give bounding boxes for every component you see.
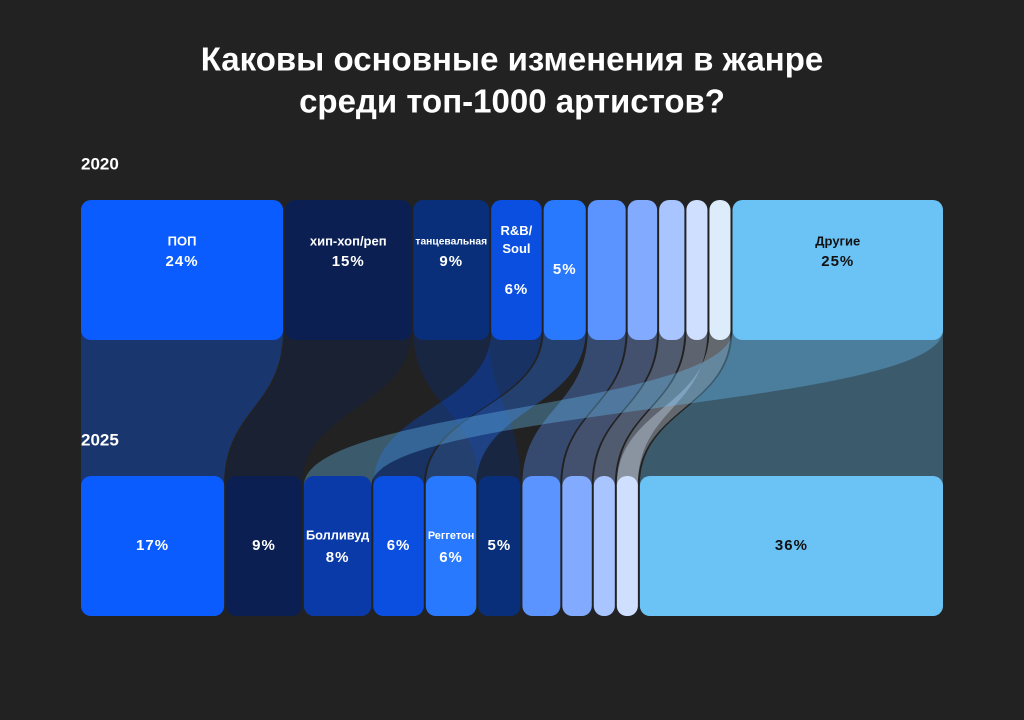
genre-block [285,200,412,340]
genre-block [627,200,658,340]
genre-block [491,200,542,340]
genre-block [659,200,685,340]
genre-block [562,476,592,616]
genre-block [639,476,943,616]
flow [639,330,943,486]
chart-title: Каковы основные изменения в жанре [201,41,823,78]
genre-name: ПОП [168,233,197,248]
genre-block [593,476,615,616]
genre-block [303,476,372,616]
value-label: 15% [332,253,365,270]
value-label: 6% [387,537,411,554]
genre-block [226,476,302,616]
genre-block [373,476,424,616]
genre-block [81,476,225,616]
flow [616,330,731,486]
value-label: 9% [252,537,276,554]
genre-block [522,476,561,616]
flow [226,330,412,486]
genre-block [478,476,521,616]
genre-block [587,200,626,340]
genre-block [413,200,490,340]
value-label: 17% [136,537,169,554]
value-label: 5% [553,261,577,278]
value-label: 6% [439,549,463,566]
flow [425,330,586,486]
flow [81,330,284,486]
flow [413,330,521,486]
genre-block [686,200,708,340]
value-label: 9% [439,253,463,270]
flow [303,330,943,486]
flow [616,330,708,486]
flow [562,330,658,486]
value-label: 25% [821,253,854,270]
value-label: 36% [775,537,808,554]
genre-block [543,200,586,340]
value-label: 8% [326,549,350,566]
genre-block [732,200,943,340]
row-label: 2020 [81,154,119,173]
flow [522,330,626,486]
genre-name: Реггетон [428,530,474,542]
genre-name: Болливуд [306,527,369,542]
genre-name: R&B/Soul [501,223,533,256]
value-label: 6% [505,281,529,298]
genre-name: хип-хоп/реп [310,233,387,248]
value-label: 24% [166,253,199,270]
value-label: 5% [488,537,512,554]
genre-block [81,200,284,340]
genre-block [425,476,477,616]
genre-name: Другие [815,233,860,248]
genre-block [616,476,638,616]
row-label: 2025 [81,430,119,449]
chart-title: среди топ-1000 артистов? [299,83,725,120]
genre-block [709,200,731,340]
flow [593,330,685,486]
flow [373,330,542,486]
genre-name: танцевальная [415,237,487,248]
